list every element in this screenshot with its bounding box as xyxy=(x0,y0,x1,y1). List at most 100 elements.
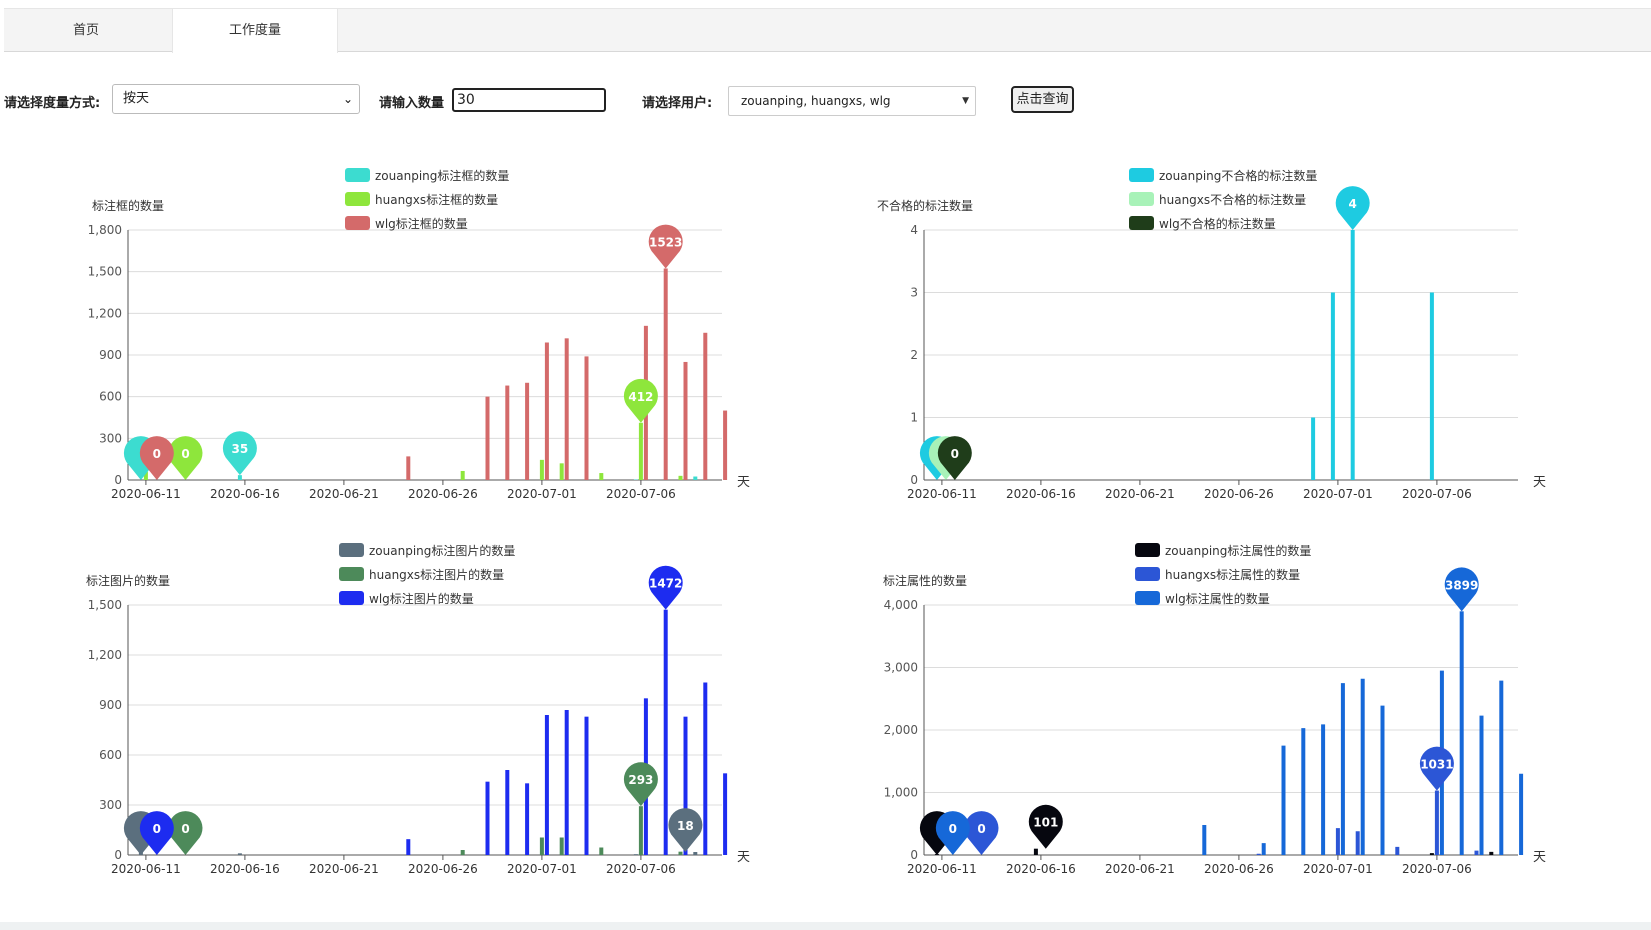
x-tick-label: 2020-06-16 xyxy=(1006,487,1076,501)
x-tick-label: 2020-07-01 xyxy=(507,862,577,876)
y-tick-label: 3,000 xyxy=(884,661,918,675)
legend-label: wlg标注图片的数量 xyxy=(369,591,474,606)
query-button[interactable]: 点击查询 xyxy=(1011,86,1074,113)
bar xyxy=(564,338,569,480)
bar xyxy=(723,410,728,480)
count-input[interactable]: 30 xyxy=(452,88,606,112)
marker-label: 35 xyxy=(232,442,249,456)
y-tick-label: 0 xyxy=(114,848,122,862)
x-tick-label: 2020-06-11 xyxy=(907,862,977,876)
bar xyxy=(678,475,683,480)
bar xyxy=(505,770,510,855)
y-tick-label: 1 xyxy=(910,411,918,425)
y-tick-label: 1,500 xyxy=(88,598,122,612)
tab-work-metrics[interactable]: 工作度量 xyxy=(172,9,338,53)
marker-label: 0 xyxy=(153,822,161,836)
x-tick-label: 2020-06-16 xyxy=(210,862,280,876)
bar xyxy=(693,476,698,480)
x-tick-label: 2020-07-06 xyxy=(1402,862,1472,876)
y-tick-label: 600 xyxy=(99,390,122,404)
legend-label: zouanping标注框的数量 xyxy=(375,168,509,183)
marker-label: 412 xyxy=(628,390,653,404)
x-tick-label: 2020-06-21 xyxy=(309,862,379,876)
bar xyxy=(599,473,604,480)
marker-pin xyxy=(1335,186,1370,230)
marker-pin xyxy=(937,436,972,480)
bar xyxy=(683,361,688,480)
x-tick-label: 2020-06-26 xyxy=(408,862,478,876)
marker-label: 0 xyxy=(181,447,189,461)
legend-swatch xyxy=(345,216,370,230)
user-select-value: zouanping, huangxs, wlg xyxy=(741,94,891,108)
bar xyxy=(1434,790,1439,855)
bar xyxy=(237,475,242,480)
bar xyxy=(1519,773,1524,855)
bar xyxy=(1335,828,1340,855)
bar xyxy=(544,342,549,480)
bar xyxy=(584,356,589,480)
mode-select[interactable]: 按天 ⌄ xyxy=(112,84,360,114)
legend-swatch xyxy=(339,567,364,581)
y-axis-label: 不合格的标注数量 xyxy=(877,198,973,213)
user-select[interactable]: zouanping, huangxs, wlg ▼ xyxy=(728,86,976,116)
y-tick-label: 300 xyxy=(99,798,122,812)
marker-label: 4 xyxy=(1349,197,1357,211)
bar xyxy=(1380,705,1385,855)
bar xyxy=(1301,728,1306,855)
x-axis-label: 天 xyxy=(737,475,750,490)
marker-label: 293 xyxy=(628,773,653,787)
bar xyxy=(663,268,668,480)
y-tick-label: 0 xyxy=(910,473,918,487)
legend-swatch xyxy=(1135,567,1160,581)
y-tick-label: 300 xyxy=(99,431,122,445)
bar xyxy=(693,852,698,855)
marker-label: 0 xyxy=(153,447,161,461)
tab-home[interactable]: 首页 xyxy=(72,23,99,38)
y-axis-label: 标注框的数量 xyxy=(92,198,164,213)
marker-pin xyxy=(668,808,703,852)
legend-swatch xyxy=(345,168,370,182)
bar xyxy=(1321,724,1326,855)
bar xyxy=(1499,680,1504,855)
bar xyxy=(1340,683,1345,855)
bar xyxy=(1256,853,1261,855)
count-input-value: 30 xyxy=(457,92,475,108)
y-tick-label: 0 xyxy=(114,473,122,487)
marker-label: 3899 xyxy=(1445,578,1478,592)
bar xyxy=(599,847,604,855)
bar xyxy=(1350,230,1355,480)
bar xyxy=(1429,292,1434,480)
y-tick-label: 1,500 xyxy=(88,265,122,279)
legend-label: zouanping标注属性的数量 xyxy=(1165,543,1311,558)
y-tick-label: 900 xyxy=(99,348,122,362)
bar xyxy=(1360,678,1365,855)
legend-swatch xyxy=(1129,192,1154,206)
bar xyxy=(1479,715,1484,855)
marker-pin xyxy=(222,431,257,476)
marker-label: 0 xyxy=(949,822,957,836)
marker-pin xyxy=(139,436,174,480)
x-tick-label: 2020-06-11 xyxy=(907,487,977,501)
x-tick-label: 2020-06-26 xyxy=(1204,862,1274,876)
bar xyxy=(539,837,544,855)
user-label: 请选择用户: xyxy=(642,96,713,111)
bar xyxy=(1281,745,1286,855)
bar xyxy=(1459,611,1464,855)
x-tick-label: 2020-06-16 xyxy=(1006,862,1076,876)
legend-swatch xyxy=(1135,543,1160,557)
bar xyxy=(525,382,530,480)
legend-label: huangxs标注框的数量 xyxy=(375,192,498,207)
y-tick-label: 0 xyxy=(910,848,918,862)
y-tick-label: 1,200 xyxy=(88,306,122,320)
legend-label: wlg不合格的标注数量 xyxy=(1159,216,1276,231)
bar xyxy=(1311,417,1316,480)
count-label: 请输入数量 xyxy=(379,96,445,111)
x-axis-label: 天 xyxy=(1533,475,1546,490)
marker-label: 1523 xyxy=(649,235,682,249)
bar xyxy=(539,459,544,480)
x-tick-label: 2020-07-01 xyxy=(507,487,577,501)
x-tick-label: 2020-06-11 xyxy=(111,862,181,876)
marker-pin xyxy=(935,811,970,855)
bar xyxy=(559,463,564,480)
